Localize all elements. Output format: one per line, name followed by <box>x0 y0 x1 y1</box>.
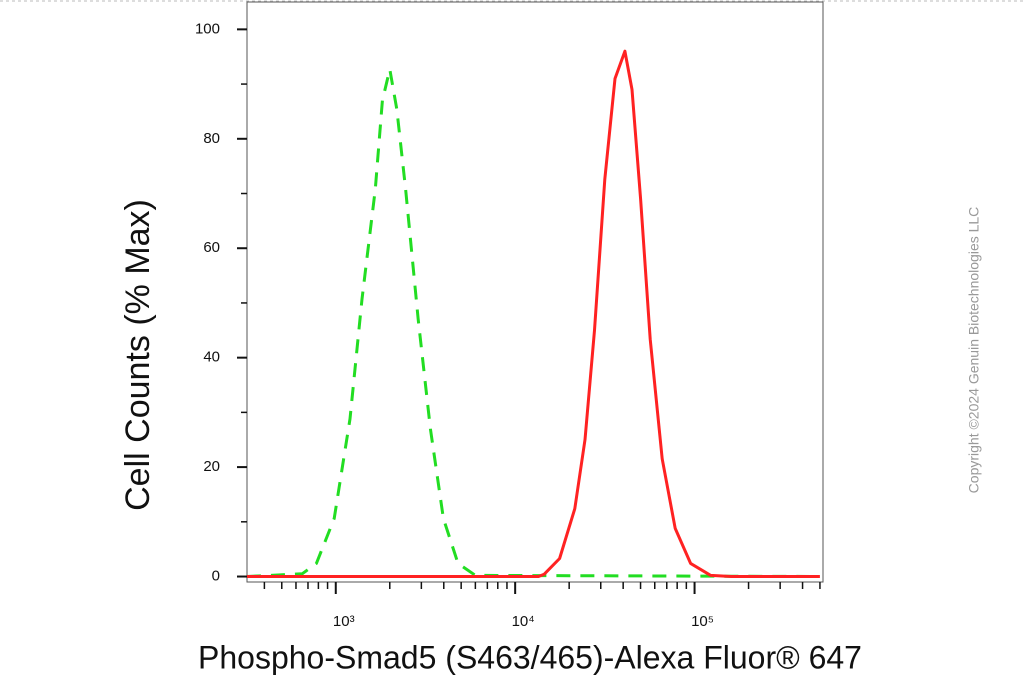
y-tick-label: 80 <box>203 130 220 147</box>
y-tick-label: 100 <box>195 20 220 37</box>
x-tick-label: 10³ <box>333 613 355 630</box>
y-axis-label: Cell Counts (% Max) <box>119 199 157 511</box>
x-tick-label: 10⁵ <box>691 613 714 630</box>
histogram-line <box>247 49 820 578</box>
y-tick-label: 40 <box>203 349 220 366</box>
copyright: Copyright ©2024 Genuin Biotechnologies L… <box>966 207 982 494</box>
y-tick-label: 20 <box>203 458 220 475</box>
x-tick-label: 10⁴ <box>512 613 535 630</box>
histogram-line <box>246 67 820 578</box>
y-tick-label: 0 <box>212 567 220 584</box>
x-axis-label: Phospho-Smad5 (S463/465)-Alexa Fluor® 64… <box>198 639 862 675</box>
plot-frame <box>246 1 824 583</box>
y-tick-label: 60 <box>203 239 220 256</box>
